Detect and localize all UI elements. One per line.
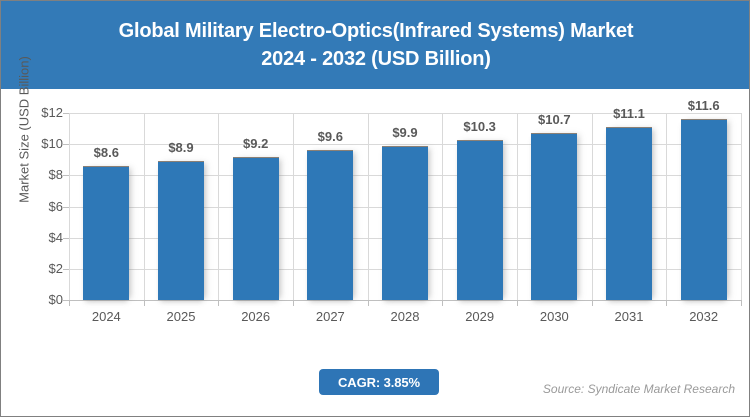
x-axis-tick-mark: [368, 300, 369, 306]
bar[interactable]: [456, 139, 503, 300]
bar[interactable]: [381, 145, 429, 300]
x-axis-tick-mark: [442, 300, 443, 306]
bar-group: $11.1: [592, 106, 667, 300]
y-axis-tick-mark: [63, 113, 69, 114]
x-axis-tick-label: 2025: [166, 309, 196, 324]
gridline-vertical: [666, 113, 667, 300]
gridline-vertical: [69, 113, 70, 300]
gridline-vertical: [442, 113, 443, 300]
y-axis-tick-mark: [63, 268, 69, 270]
bar-value-label: $10.7: [538, 112, 571, 128]
y-axis-tick-mark: [63, 237, 69, 239]
bar-value-label: $9.2: [243, 135, 269, 151]
bar-value-label: $11.6: [687, 98, 720, 114]
gridline-vertical: [741, 113, 742, 300]
x-axis-tick-label: 2030: [539, 309, 569, 324]
bar-group: $9.6: [293, 113, 368, 300]
bar[interactable]: [531, 133, 578, 300]
gridline-horizontal: [69, 144, 741, 146]
x-axis-tick-mark: [218, 300, 219, 306]
bar-group: $9.2: [218, 113, 293, 300]
x-axis-tick-label: 2024: [91, 309, 121, 324]
bar-value-label: $11.1: [613, 106, 645, 122]
x-axis-tick-label: 2028: [390, 309, 420, 324]
x-axis-tick-label: 2029: [465, 309, 495, 324]
bar-group: $9.9: [368, 113, 443, 300]
bar-group: $11.6: [666, 98, 741, 300]
gridline-vertical: [293, 113, 294, 300]
y-axis-tick-label: $12: [41, 105, 63, 120]
bar-group: $10.7: [517, 112, 592, 300]
y-axis-tick-label: $6: [48, 198, 63, 214]
source-note: Source: Syndicate Market Research: [542, 382, 735, 396]
x-axis-tick-mark: [666, 300, 667, 306]
x-axis-tick-label: 2031: [614, 309, 644, 324]
bar-value-label: $10.3: [463, 118, 496, 134]
x-axis-tick-mark: [144, 300, 145, 306]
y-axis-tick-mark: [63, 144, 69, 146]
x-axis-tick-mark: [741, 300, 742, 306]
gridline-vertical: [517, 113, 518, 300]
chart-title-line-1: Global Military Electro-Optics(Infrared …: [118, 20, 634, 42]
y-axis-tick-label: $0: [48, 292, 63, 307]
y-axis-tick-label: $2: [48, 260, 63, 276]
bar-series: $8.6 $8.9 $9.2 $9.6 $9.9 $10.3 $10.7 $11.1 $11.6: [69, 98, 741, 300]
bar[interactable]: [232, 156, 279, 300]
y-axis-tick-mark: [63, 206, 69, 208]
bar[interactable]: [307, 150, 354, 300]
y-axis-ticks: $0 $2 $4 $6 $8 $10 $12: [1, 105, 69, 307]
gridline-vertical: [592, 113, 593, 300]
x-axis-tick-mark: [592, 300, 593, 306]
y-axis-tick-mark: [63, 300, 69, 301]
x-axis-tick-mark: [293, 300, 294, 306]
chart-header-banner: Global Military Electro-Optics(Infrared …: [1, 1, 749, 89]
x-axis-tick-label: 2032: [689, 309, 719, 324]
gridline-horizontal: [69, 113, 741, 114]
y-axis-tick-mark: [63, 175, 69, 177]
x-axis-tick-mark: [69, 300, 70, 306]
x-axis-line: [69, 300, 741, 301]
bar-group: $8.6: [69, 113, 144, 300]
y-axis-tick-label: $8: [48, 167, 63, 183]
bar[interactable]: [83, 165, 130, 300]
y-axis-tick-label: $10: [41, 136, 63, 152]
bar-value-label: $8.9: [168, 140, 194, 156]
x-axis-tick-mark: [517, 300, 518, 306]
bar[interactable]: [157, 161, 205, 300]
chart-title-line-2: 2024 - 2032 (USD Billion): [261, 48, 491, 70]
cagr-badge[interactable]: CAGR: 3.85%: [319, 369, 439, 395]
x-axis-tick-label: 2026: [241, 309, 271, 324]
gridline-vertical: [144, 113, 145, 300]
gridline-vertical: [368, 113, 369, 300]
bar-value-label: $8.6: [93, 144, 119, 160]
bar-group: $10.3: [442, 113, 517, 300]
gridline-vertical: [218, 113, 219, 300]
x-axis-tick-label: 2027: [315, 309, 345, 324]
y-axis-tick-label: $4: [48, 229, 63, 245]
bar[interactable]: [605, 127, 653, 300]
bar-value-label: $9.6: [317, 129, 343, 145]
bar-value-label: $9.9: [392, 124, 418, 140]
bar-group: $8.9: [144, 113, 219, 300]
bar[interactable]: [680, 119, 727, 300]
